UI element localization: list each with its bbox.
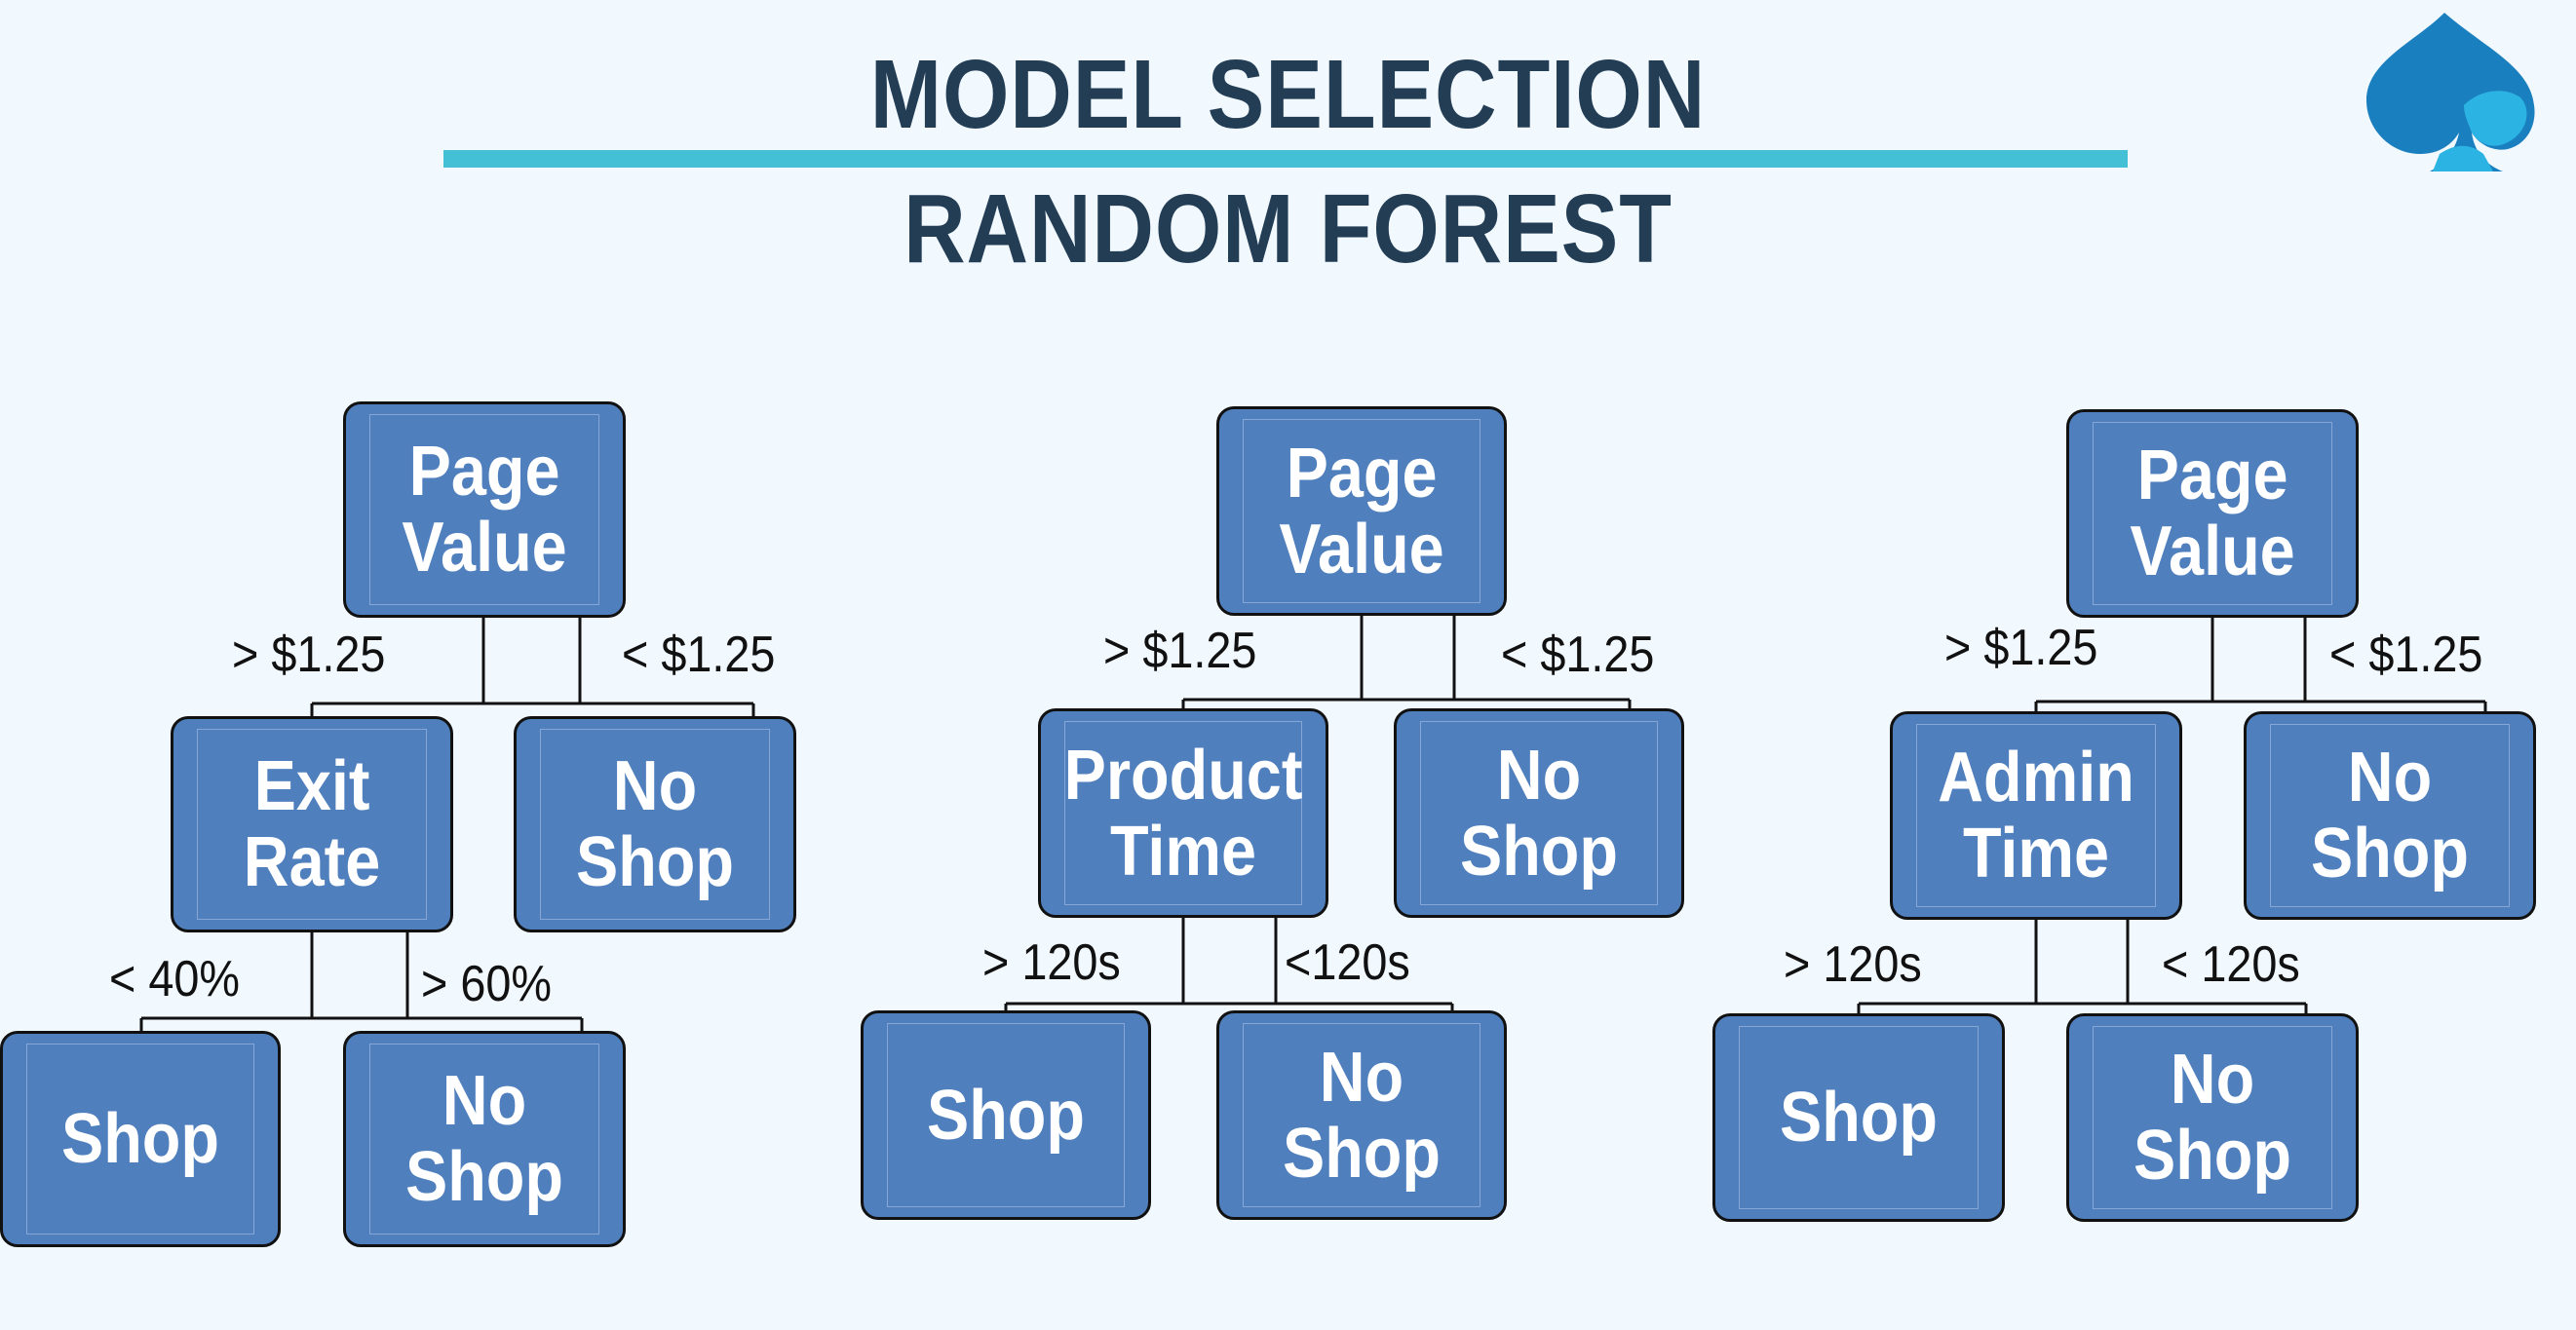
- tree2-root-left-label: > $1.25: [1103, 623, 1257, 679]
- tree1-root-node: Page Value: [343, 401, 626, 618]
- page-subtitle: RANDOM FOREST: [904, 174, 1672, 284]
- tree2-leaf-left: Shop: [861, 1010, 1151, 1220]
- tree2-split-right-label: <120s: [1285, 934, 1410, 991]
- tree3-root-right-label: < $1.25: [2329, 627, 2483, 683]
- tree2-split-left-label: > 120s: [982, 934, 1121, 991]
- title-divider: [443, 150, 2128, 168]
- tree3-split-node: Admin Time: [1890, 711, 2182, 920]
- tree3-leaf-left: Shop: [1712, 1013, 2005, 1222]
- tree1-root-left-label: > $1.25: [232, 627, 386, 683]
- tree2-root-right-label: < $1.25: [1501, 627, 1655, 683]
- tree2-right-leaf: No Shop: [1394, 708, 1684, 918]
- tree2-root-node: Page Value: [1216, 406, 1507, 616]
- tree3-split-right-label: < 120s: [2162, 936, 2300, 993]
- tree2-leaf-right: No Shop: [1216, 1010, 1507, 1220]
- tree1-split-node: Exit Rate: [171, 716, 453, 932]
- tree3-leaf-right: No Shop: [2066, 1013, 2359, 1222]
- tree3-right-leaf: No Shop: [2244, 711, 2536, 920]
- tree1-leaf-right: No Shop: [343, 1031, 626, 1247]
- tree2-split-node: Product Time: [1038, 708, 1328, 918]
- page-title: MODEL SELECTION: [869, 40, 1707, 149]
- tree1-right-leaf: No Shop: [514, 716, 796, 932]
- tree3-root-node: Page Value: [2066, 409, 2359, 618]
- tree1-root-right-label: < $1.25: [622, 627, 776, 683]
- tree1-leaf-left: Shop: [0, 1031, 281, 1247]
- spade-drop-logo-icon: [2366, 13, 2535, 171]
- tree3-split-left-label: > 120s: [1784, 936, 1922, 993]
- tree1-split-left-label: < 40%: [109, 951, 241, 1007]
- tree3-root-left-label: > $1.25: [1944, 620, 2098, 676]
- tree1-split-right-label: > 60%: [421, 956, 553, 1012]
